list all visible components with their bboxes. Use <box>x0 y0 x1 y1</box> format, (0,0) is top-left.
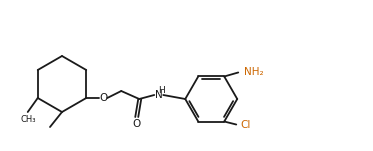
Text: NH₂: NH₂ <box>244 67 264 77</box>
Text: CH₃: CH₃ <box>20 115 35 124</box>
Text: O: O <box>132 119 140 129</box>
Text: Cl: Cl <box>240 120 251 130</box>
Text: N: N <box>156 90 163 100</box>
Text: H: H <box>158 85 164 95</box>
Text: O: O <box>99 93 107 103</box>
